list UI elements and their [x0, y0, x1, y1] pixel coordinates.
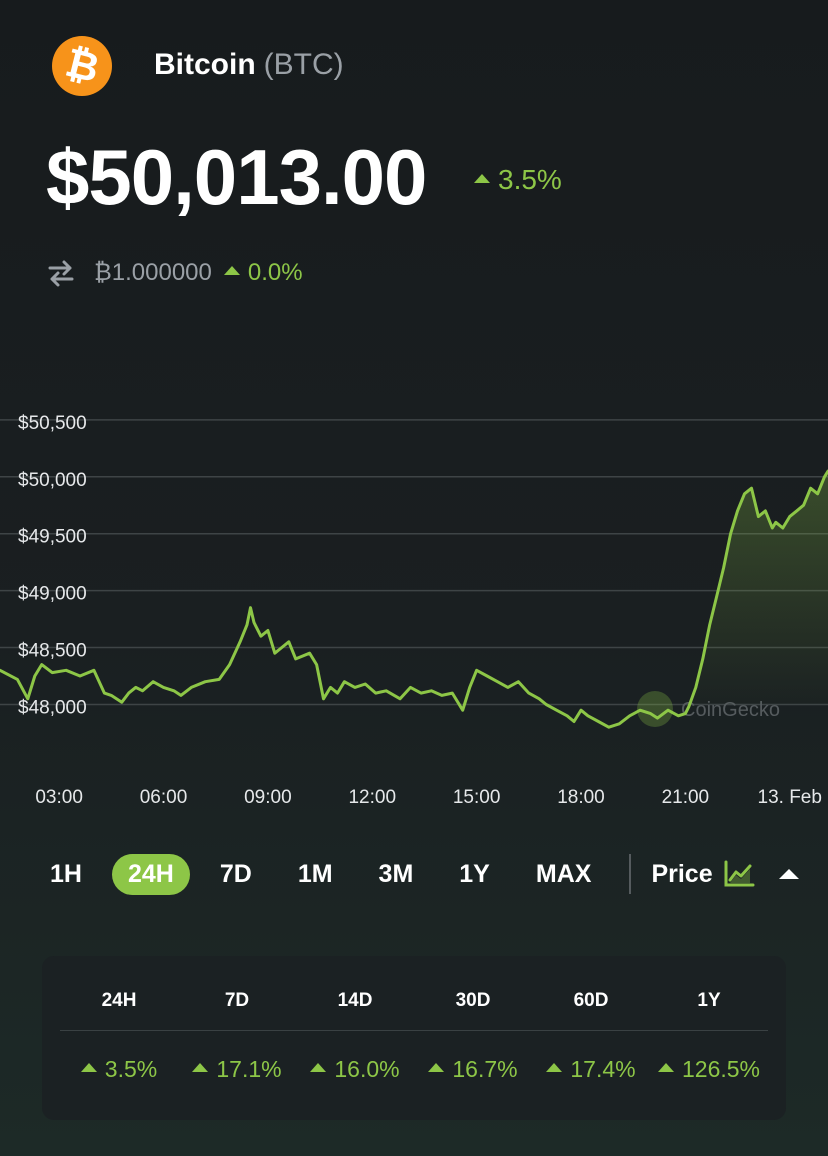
- triangle-up-icon: [192, 1063, 209, 1073]
- stats-header-60d: 60D: [573, 990, 609, 1011]
- performance-stats-card: 24H 7D 14D 30D 60D 1Y 3.5% 17.1% 16.0% 1…: [42, 956, 786, 1120]
- bitcoin-logo-glyph: ₿: [60, 39, 104, 93]
- coin-name: Bitcoin: [154, 48, 256, 81]
- range-tab-3m[interactable]: 3M: [378, 859, 414, 888]
- triangle-up-icon: [657, 1063, 674, 1073]
- triangle-up-icon: [546, 1063, 563, 1073]
- stats-value-7d: 17.1%: [178, 1056, 296, 1083]
- time-range-selector: 1H 24H 7D 1M 3M 1Y MAX Price: [34, 852, 799, 896]
- stats-value-row: 3.5% 17.1% 16.0% 16.7% 17.4% 126.5%: [60, 1056, 768, 1083]
- stats-header-1y: 1Y: [697, 990, 721, 1011]
- price-toggle-label: Price: [651, 859, 713, 888]
- range-tab-24h[interactable]: 24H: [111, 853, 190, 895]
- stats-value-text: 126.5%: [681, 1056, 760, 1082]
- coingecko-watermark: CoinGecko: [681, 699, 780, 721]
- stats-value-text: 16.7%: [452, 1056, 518, 1082]
- y-tick-label: $50,500: [18, 413, 87, 434]
- price-change-24h: 3.5%: [474, 164, 562, 196]
- current-price: $50,013.00: [46, 133, 427, 221]
- y-tick-label: $49,000: [18, 584, 87, 605]
- stats-header-30d: 30D: [455, 990, 491, 1011]
- price-line: [0, 469, 828, 729]
- triangle-up-icon: [223, 266, 240, 276]
- stats-header-7d: 7D: [224, 990, 250, 1011]
- swap-arrows-icon[interactable]: [46, 258, 76, 288]
- y-tick-label: $50,000: [18, 470, 87, 491]
- stats-divider: [60, 1030, 768, 1031]
- price-chart-toggle[interactable]: Price: [651, 859, 799, 889]
- btc-conversion-row: ₿1.000000 0.0%: [46, 258, 303, 288]
- range-tab-1m[interactable]: 1M: [297, 859, 333, 888]
- line-chart-icon: [724, 860, 755, 887]
- stats-value-text: 17.4%: [570, 1056, 636, 1082]
- x-tick-label: 06:00: [140, 787, 188, 808]
- triangle-up-icon: [474, 174, 490, 184]
- x-tick-label: 13. Feb: [758, 787, 822, 808]
- range-tab-1y[interactable]: 1Y: [459, 859, 490, 888]
- stats-header-row: 24H 7D 14D 30D 60D 1Y: [60, 990, 768, 1012]
- range-tab-1h[interactable]: 1H: [50, 859, 82, 888]
- triangle-up-icon: [428, 1063, 445, 1073]
- x-tick-label: 18:00: [557, 787, 605, 808]
- triangle-up-icon: [80, 1063, 97, 1073]
- stats-value-text: 17.1%: [216, 1056, 282, 1082]
- x-tick-label: 15:00: [453, 787, 501, 808]
- coin-title: Bitcoin (BTC): [154, 48, 344, 82]
- x-tick-label: 21:00: [662, 787, 710, 808]
- range-tab-max[interactable]: MAX: [535, 859, 592, 888]
- stats-value-60d: 17.4%: [532, 1056, 650, 1083]
- stats-value-1y: 126.5%: [650, 1056, 768, 1083]
- stats-value-14d: 16.0%: [296, 1056, 414, 1083]
- triangle-up-icon: [310, 1063, 327, 1073]
- btc-change-value: 0.0%: [247, 259, 303, 286]
- x-tick-label: 09:00: [244, 787, 292, 808]
- x-tick-label: 12:00: [348, 787, 396, 808]
- caret-up-icon: [778, 869, 799, 879]
- stats-value-30d: 16.7%: [414, 1056, 532, 1083]
- stats-header-14d: 14D: [337, 990, 373, 1011]
- coingecko-watermark-icon: [637, 691, 673, 727]
- y-tick-label: $48,000: [18, 697, 87, 718]
- bitcoin-logo-icon: ₿: [52, 36, 112, 96]
- price-change-value: 3.5%: [498, 164, 562, 195]
- x-tick-label: 03:00: [35, 787, 83, 808]
- btc-change: 0.0%: [223, 259, 303, 287]
- btc-value: ₿1.000000: [94, 259, 212, 286]
- y-tick-label: $49,500: [18, 527, 87, 548]
- range-divider: [629, 854, 632, 894]
- range-tab-7d[interactable]: 7D: [219, 859, 252, 888]
- stats-value-24h: 3.5%: [60, 1056, 178, 1083]
- coin-symbol: (BTC): [263, 48, 344, 81]
- stats-header-24h: 24H: [101, 990, 137, 1011]
- y-tick-label: $48,500: [18, 641, 87, 662]
- price-area-fill: [685, 471, 828, 714]
- stats-value-text: 3.5%: [104, 1056, 158, 1082]
- price-chart[interactable]: $50,500 $50,000 $49,500 $49,000 $48,500 $48,0…: [0, 380, 828, 820]
- stats-value-text: 16.0%: [334, 1056, 400, 1082]
